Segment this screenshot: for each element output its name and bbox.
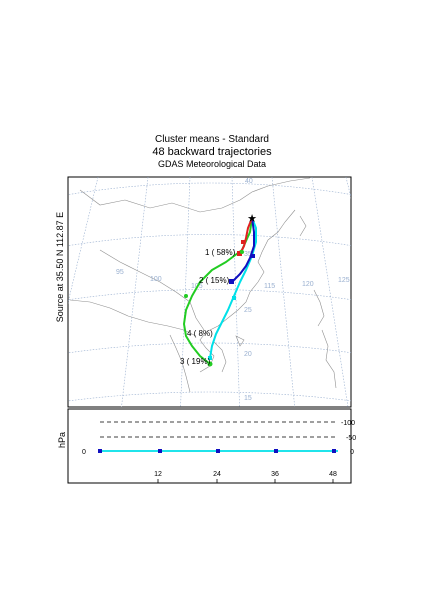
trajectory-cluster-1 xyxy=(239,217,253,255)
lon-label-95: 95 xyxy=(116,269,124,276)
cluster-3-marker xyxy=(207,361,213,367)
left-zero-label: 0 xyxy=(82,449,86,456)
lat-label-40: 40 xyxy=(245,178,253,185)
trajectory-cluster-2 xyxy=(231,217,255,283)
vertical-trajectory-markers xyxy=(98,449,336,453)
vertical-marker xyxy=(332,449,336,453)
cluster-3-marker xyxy=(184,294,188,298)
lon-label-115: 115 xyxy=(264,283,275,290)
lat-label-15: 15 xyxy=(244,395,252,402)
chart-title: Cluster means - Standard xyxy=(155,134,269,145)
hour-tick-labels: 12 24 36 48 xyxy=(154,471,337,478)
vertical-marker xyxy=(274,449,278,453)
cluster-3-label: 3 ( 19%) xyxy=(180,357,211,366)
cluster-2-marker xyxy=(229,279,234,284)
vertical-marker xyxy=(158,449,162,453)
lon-label-120: 120 xyxy=(302,281,314,288)
source-star-icon: ★ xyxy=(247,213,257,225)
pressure-label-50: -50 xyxy=(346,435,356,442)
data-source-title: GDAS Meteorological Data xyxy=(157,159,267,169)
hour-tick-12: 12 xyxy=(154,471,162,478)
chart-subtitle: 48 backward trajectories xyxy=(152,146,272,158)
lat-label-35: 35 xyxy=(244,251,252,258)
trajectory-cluster-3 xyxy=(183,217,253,365)
pressure-labels: -100 -50 0 0 xyxy=(82,420,356,456)
pressure-label-100: -100 xyxy=(341,420,355,427)
graticule-labels: 95 100 105 115 120 125 40 35 25 20 15 xyxy=(116,178,350,402)
map-frame xyxy=(67,176,352,408)
cluster-1-label: 1 ( 58%) xyxy=(205,248,236,257)
map-content: 95 100 105 115 120 125 40 35 25 20 15 xyxy=(68,177,351,407)
graticule xyxy=(68,177,351,407)
lon-label-100: 100 xyxy=(150,276,162,283)
cluster-4-marker xyxy=(208,356,212,360)
hour-tick-48: 48 xyxy=(329,471,337,478)
hour-tick-24: 24 xyxy=(213,471,221,478)
lon-label-125: 125 xyxy=(338,277,350,284)
lat-label-20: 20 xyxy=(244,351,252,358)
cluster-2-marker xyxy=(251,254,255,258)
cluster-1-marker xyxy=(237,251,242,256)
cluster-4-marker xyxy=(232,296,236,300)
cluster-2-label: 2 ( 15%) xyxy=(199,276,230,285)
vertical-panel: -100 -50 0 0 12 24 36 48 xyxy=(82,420,356,483)
cluster-4-label: 4 ( 8%) xyxy=(187,329,213,338)
hour-tick-36: 36 xyxy=(271,471,279,478)
vertical-marker xyxy=(98,449,102,453)
vertical-marker xyxy=(216,449,220,453)
cluster-3-marker xyxy=(240,250,244,254)
vertical-panel-frame xyxy=(67,408,352,484)
pressure-label-0: 0 xyxy=(350,449,354,456)
trajectory-markers xyxy=(184,240,255,367)
hour-ticks xyxy=(157,479,334,483)
cluster-labels: 1 ( 58%) 2 ( 15%) 4 ( 8%) 3 ( 19%) xyxy=(180,248,236,366)
trajectories xyxy=(183,217,257,365)
coastlines xyxy=(69,177,337,393)
lat-label-25: 25 xyxy=(244,307,252,314)
cluster-1-marker xyxy=(241,240,245,244)
trajectory-cluster-4 xyxy=(209,217,257,359)
